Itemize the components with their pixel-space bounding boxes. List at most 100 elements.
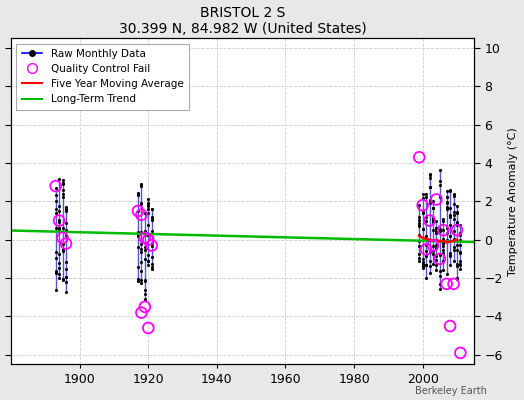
Point — [419, 261, 427, 267]
Point — [58, 241, 67, 247]
Point — [144, 210, 152, 216]
Point — [419, 265, 427, 271]
Point — [134, 233, 142, 240]
Point — [58, 180, 67, 186]
Point — [439, 250, 447, 256]
Point — [58, 181, 67, 188]
Point — [429, 227, 437, 234]
Point — [62, 274, 70, 280]
Point — [446, 222, 454, 228]
Point — [148, 217, 156, 223]
Point — [419, 225, 427, 232]
Point — [449, 191, 457, 198]
Point — [422, 241, 430, 248]
Point — [439, 236, 447, 242]
Point — [422, 253, 430, 259]
Point — [425, 171, 434, 177]
Point — [134, 190, 142, 197]
Point — [148, 240, 156, 246]
Point — [442, 270, 451, 277]
Point — [51, 270, 60, 277]
Point — [148, 254, 156, 260]
Point — [435, 194, 444, 200]
Point — [58, 276, 67, 282]
Point — [144, 236, 152, 243]
Point — [432, 225, 441, 232]
Point — [62, 289, 70, 296]
Point — [429, 242, 437, 249]
Point — [425, 258, 434, 264]
Point — [432, 225, 441, 232]
Point — [137, 246, 146, 252]
Point — [51, 206, 60, 212]
Point — [51, 185, 60, 192]
Point — [134, 264, 142, 271]
Point — [446, 233, 454, 239]
Point — [144, 258, 152, 264]
Y-axis label: Temperature Anomaly (°C): Temperature Anomaly (°C) — [508, 127, 518, 276]
Point — [62, 240, 70, 247]
Point — [446, 252, 454, 258]
Point — [425, 184, 434, 190]
Point — [429, 205, 437, 211]
Point — [432, 224, 441, 231]
Point — [432, 244, 441, 251]
Point — [415, 217, 423, 223]
Point — [148, 242, 156, 249]
Point — [442, 194, 451, 200]
Point — [449, 212, 457, 218]
Point — [58, 248, 67, 254]
Point — [446, 262, 454, 268]
Point — [55, 275, 63, 281]
Point — [51, 269, 60, 276]
Point — [55, 265, 63, 272]
Point — [419, 191, 427, 197]
Point — [51, 249, 60, 255]
Point — [446, 232, 454, 239]
Point — [55, 176, 63, 182]
Point — [429, 205, 437, 211]
Point — [442, 199, 451, 205]
Point — [442, 200, 451, 206]
Point — [137, 241, 146, 248]
Point — [439, 247, 447, 253]
Point — [449, 208, 457, 215]
Point — [429, 242, 437, 249]
Point — [419, 259, 427, 266]
Point — [456, 236, 465, 243]
Point — [148, 206, 156, 212]
Point — [55, 219, 63, 226]
Point — [456, 230, 465, 236]
Point — [134, 276, 142, 282]
Point — [439, 240, 447, 246]
Point — [422, 194, 430, 200]
Point — [432, 230, 441, 236]
Point — [453, 276, 461, 282]
Point — [137, 277, 146, 283]
Point — [62, 227, 70, 233]
Legend: Raw Monthly Data, Quality Control Fail, Five Year Moving Average, Long-Term Tren: Raw Monthly Data, Quality Control Fail, … — [16, 44, 189, 110]
Point — [425, 270, 434, 276]
Point — [419, 256, 427, 262]
Point — [140, 210, 149, 216]
Point — [449, 216, 457, 222]
Point — [432, 257, 441, 263]
Point — [429, 247, 437, 254]
Point — [432, 196, 441, 203]
Point — [62, 279, 70, 286]
Point — [439, 217, 447, 224]
Point — [425, 217, 434, 224]
Point — [453, 274, 461, 281]
Point — [435, 286, 444, 292]
Point — [148, 264, 156, 270]
Point — [148, 214, 156, 220]
Point — [134, 244, 142, 250]
Point — [140, 276, 149, 283]
Point — [144, 252, 152, 258]
Point — [415, 258, 423, 265]
Point — [439, 227, 447, 233]
Point — [446, 187, 454, 194]
Point — [137, 267, 146, 274]
Point — [435, 251, 444, 258]
Point — [55, 260, 63, 266]
